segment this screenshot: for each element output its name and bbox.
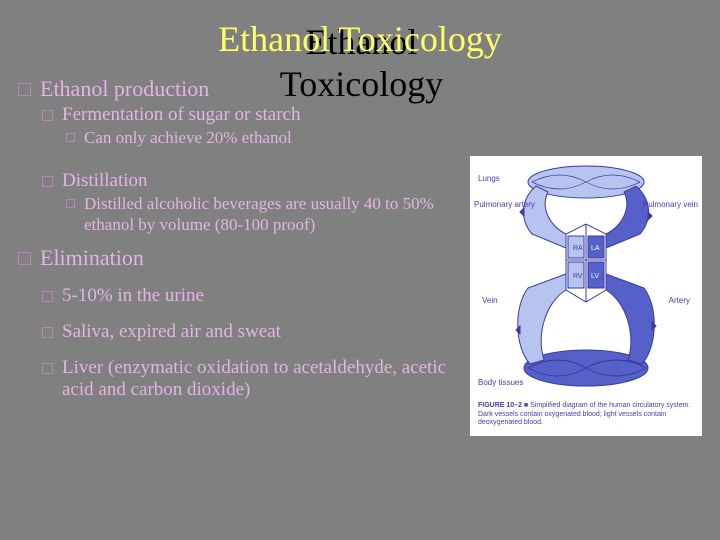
label-body-tissues: Body tissues xyxy=(478,378,523,387)
outline-item: 5-10% in the urine xyxy=(42,285,458,307)
heart-la-label: LA xyxy=(591,245,600,252)
label-pulmonary-artery: Pulmonary artery xyxy=(474,200,535,209)
circulatory-diagram: RA LA RV LV Lungs Pulmonary artery Pulmo… xyxy=(470,156,702,436)
outline-text: Saliva, expired air and sweat xyxy=(62,321,281,342)
outline-text: Distilled alcoholic beverages are usuall… xyxy=(84,194,434,233)
outline-item: Can only achieve 20% ethanol xyxy=(66,128,458,148)
label-artery: Artery xyxy=(669,296,690,305)
outline-text: Fermentation of sugar or starch xyxy=(62,104,300,125)
outline-text: 5-10% in the urine xyxy=(62,285,204,306)
outline-text: Liver (enzymatic oxidation to acetaldehy… xyxy=(62,357,446,400)
heart-rv-label: RV xyxy=(573,273,583,280)
label-lungs: Lungs xyxy=(478,174,500,183)
outline-item: Saliva, expired air and sweat xyxy=(42,321,458,343)
slide-title-text: Ethanol Toxicology xyxy=(218,19,502,59)
figure-number: FIGURE 10–2 xyxy=(478,402,522,409)
outline-item: Elimination xyxy=(18,245,458,271)
outline-item: Distillation xyxy=(42,170,458,192)
figure-sep: ■ xyxy=(522,402,530,409)
outline-text: Ethanol production xyxy=(40,76,209,101)
slide-title: Ethanol Toxicology Ethanol Toxicology xyxy=(0,18,720,60)
heart-lv-label: LV xyxy=(591,273,599,280)
outline-item: Ethanol production xyxy=(18,76,458,102)
outline-text: Distillation xyxy=(62,170,148,191)
heart-ra-label: RA xyxy=(573,245,583,252)
figure-caption: FIGURE 10–2 ■ Simplified diagram of the … xyxy=(478,402,694,428)
label-pulmonary-vein: Pulmonary vein xyxy=(643,200,698,209)
label-vein: Vein xyxy=(482,296,498,305)
outline-item: Distilled alcoholic beverages are usuall… xyxy=(66,194,458,235)
outline-text: Elimination xyxy=(40,245,144,270)
circulatory-svg: RA LA RV LV xyxy=(470,156,702,436)
outline-item: Fermentation of sugar or starch xyxy=(42,104,458,126)
outline: Ethanol production Fermentation of sugar… xyxy=(18,72,458,403)
outline-text: Can only achieve 20% ethanol xyxy=(84,128,292,147)
outline-item: Liver (enzymatic oxidation to acetaldehy… xyxy=(42,357,458,401)
